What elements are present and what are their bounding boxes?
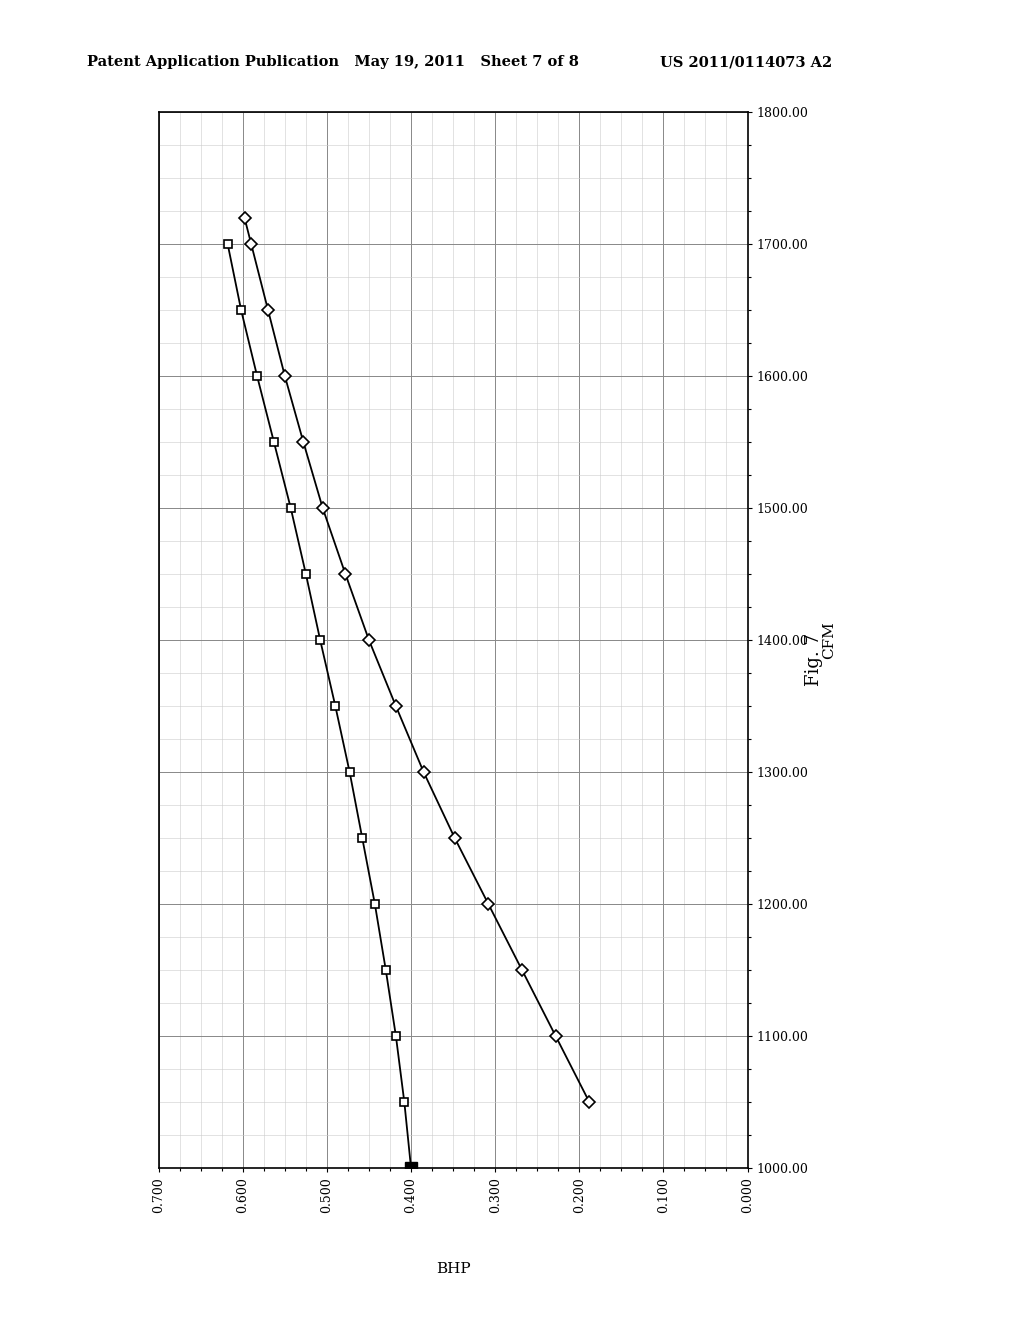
X-axis label: BHP: BHP [436,1262,470,1275]
Text: Fig. 7: Fig. 7 [805,634,823,686]
Y-axis label: CFM: CFM [822,622,837,659]
Text: Patent Application Publication   May 19, 2011   Sheet 7 of 8: Patent Application Publication May 19, 2… [87,55,579,70]
Text: US 2011/0114073 A2: US 2011/0114073 A2 [660,55,833,70]
